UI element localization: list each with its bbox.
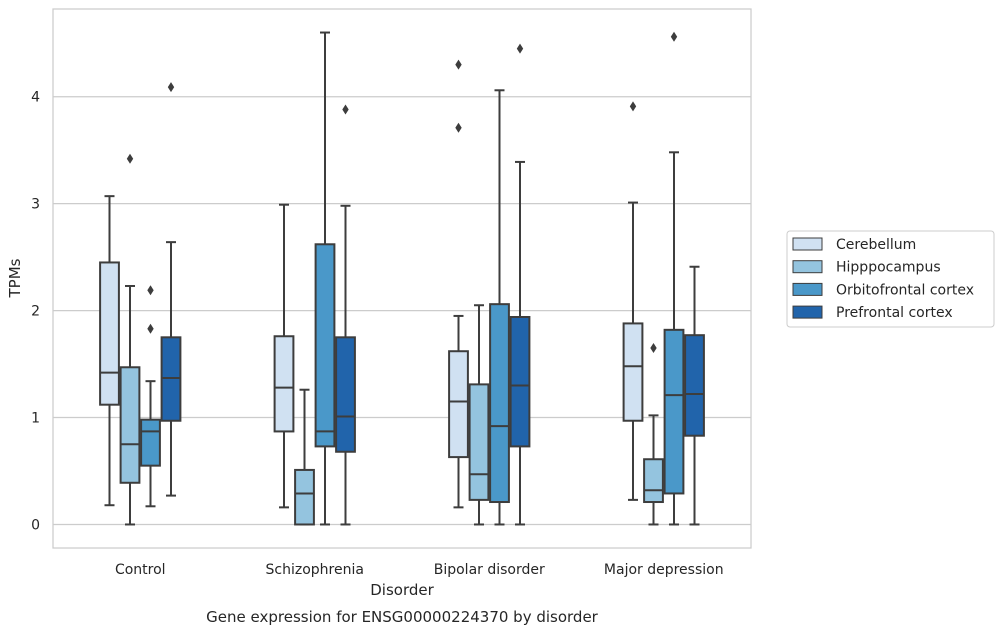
- y-axis-label: TPMs: [6, 258, 24, 298]
- legend-swatch: [792, 282, 823, 296]
- box: [160, 336, 182, 422]
- outlier-point: [670, 31, 678, 42]
- legend-swatch: [792, 305, 823, 319]
- series-hipppocampus: [119, 153, 664, 526]
- legend-label: Orbitofrontal cortex: [836, 282, 974, 298]
- outlier-point: [455, 59, 462, 70]
- box-series: [99, 31, 705, 526]
- legend-label: Prefrontal cortex: [836, 305, 953, 321]
- legend-swatch: [792, 237, 823, 251]
- y-tick-label: 4: [31, 90, 40, 106]
- legend-label: Hipppocampus: [836, 260, 941, 276]
- box: [663, 328, 685, 495]
- plot-frame: [52, 8, 752, 549]
- outlier-point: [167, 82, 175, 93]
- y-tick-label: 3: [31, 197, 40, 213]
- x-tick-labels: Control Schizophrenia Bipolar disorder Majo…: [115, 562, 724, 578]
- x-tick-label: Control: [115, 562, 166, 578]
- outlier-point: [126, 153, 134, 164]
- legend-frame: [786, 230, 995, 328]
- series-prefrontal-cortex: [160, 43, 705, 526]
- series-cerebellum: [99, 59, 644, 509]
- y-tick-label: 0: [31, 517, 40, 533]
- outlier-point: [650, 343, 657, 354]
- y-tick-label: 2: [31, 304, 40, 320]
- x-tick-label: Major depression: [604, 562, 724, 578]
- outlier-point: [147, 323, 154, 334]
- x-axis-label: Disorder: [370, 581, 434, 599]
- outlier-point: [147, 285, 154, 296]
- box: [119, 366, 141, 484]
- outlier-point: [516, 43, 524, 54]
- series-orbitofrontal-cortex: [140, 31, 685, 526]
- box: [684, 334, 705, 437]
- box: [294, 468, 315, 526]
- outlier-point: [629, 101, 637, 112]
- box: [489, 303, 510, 504]
- legend-label: Cerebellum: [836, 237, 916, 253]
- box: [335, 336, 356, 453]
- box: [140, 418, 161, 467]
- y-tick-label: 1: [31, 411, 40, 427]
- box: [622, 322, 644, 422]
- legend: Cerebellum Hipppocampus Orbitofrontal cort…: [786, 230, 995, 328]
- plot-area: [53, 9, 751, 548]
- box: [99, 261, 120, 406]
- box: [448, 350, 469, 459]
- outlier-point: [342, 104, 349, 115]
- box: [643, 458, 664, 504]
- box: [468, 383, 490, 501]
- x-tick-label: Schizophrenia: [266, 562, 364, 578]
- outlier-point: [455, 122, 462, 133]
- legend-swatch: [792, 260, 823, 274]
- box: [509, 316, 531, 448]
- chart-caption: Gene expression for ENSG00000224370 by d…: [206, 608, 599, 626]
- box: [314, 243, 336, 448]
- x-tick-label: Bipolar disorder: [434, 562, 545, 578]
- box: [273, 335, 295, 433]
- y-tick-labels: 0 1 2 3 4: [31, 90, 40, 534]
